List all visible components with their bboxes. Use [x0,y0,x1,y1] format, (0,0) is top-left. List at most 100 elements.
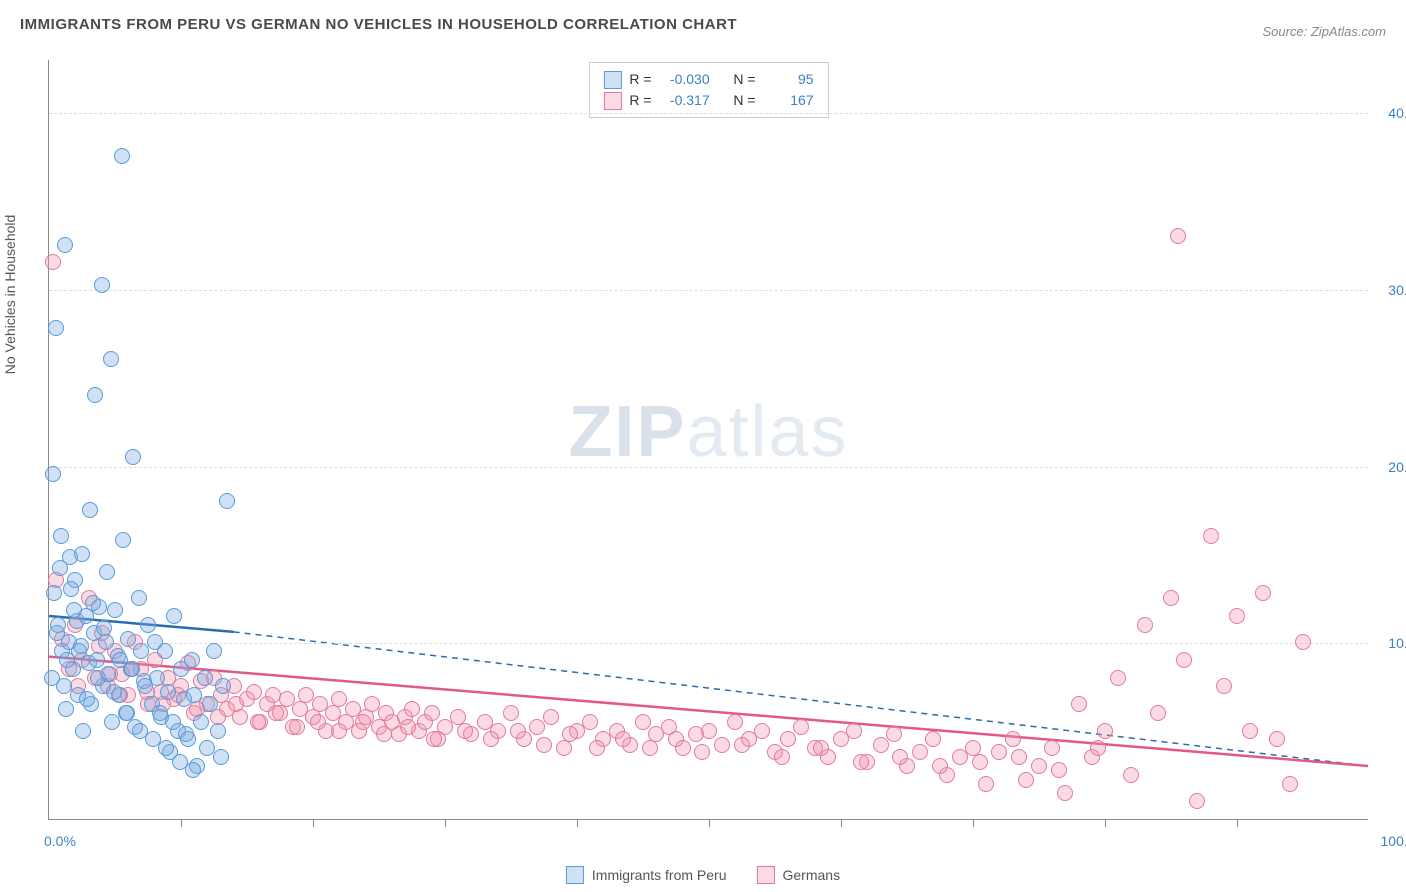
peru-point [193,714,209,730]
x-tick [577,819,578,827]
german-point [1011,749,1027,765]
r-value: -0.317 [660,90,710,111]
peru-point [115,532,131,548]
german-point [846,723,862,739]
peru-point [85,595,101,611]
x-tick [445,819,446,827]
german-point [701,723,717,739]
grid-line [49,113,1368,114]
peru-point [89,652,105,668]
x-tick [709,819,710,827]
german-point [615,731,631,747]
peru-point [79,691,95,707]
german-point [780,731,796,747]
german-point [642,740,658,756]
peru-point [140,617,156,633]
german-point [1090,740,1106,756]
legend-item-peru: Immigrants from Peru [566,866,727,884]
peru-point [114,148,130,164]
x-tick [973,819,974,827]
german-point [813,740,829,756]
peru-point [165,714,181,730]
plot-area: ZIPatlas R =-0.030 N =95R =-0.317 N =167… [48,60,1368,820]
legend-label: Immigrants from Peru [592,867,727,883]
peru-point [48,320,64,336]
peru-point [53,528,69,544]
y-tick-label: 30.0% [1388,282,1406,298]
peru-point [120,631,136,647]
german-point [289,719,305,735]
german-point [376,726,392,742]
german-point [268,705,284,721]
german-point [355,714,371,730]
n-label: N = [733,90,755,111]
peru-point [46,585,62,601]
german-point [978,776,994,792]
x-tick [1105,819,1106,827]
peru-point [87,387,103,403]
grid-line [49,467,1368,468]
x-tick [841,819,842,827]
german-point [714,737,730,753]
peru-point [74,546,90,562]
peru-point [197,670,213,686]
german-point [310,714,326,730]
german-point [543,709,559,725]
german-point [457,723,473,739]
peru-point [57,237,73,253]
legend-item-german: Germans [757,866,841,884]
n-value: 95 [764,69,814,90]
peru-point [206,643,222,659]
peru-point [119,705,135,721]
peru-point [125,449,141,465]
german-point [246,684,262,700]
german-point [1176,652,1192,668]
german-point [793,719,809,735]
stats-legend: R =-0.030 N =95R =-0.317 N =167 [588,62,828,118]
german-point [886,726,902,742]
german-point [426,731,442,747]
grid-line [49,290,1368,291]
legend-swatch [566,866,584,884]
peru-point [210,723,226,739]
peru-point [66,602,82,618]
peru-point [45,466,61,482]
peru-point [82,502,98,518]
german-point [1005,731,1021,747]
german-point [754,723,770,739]
peru-point [131,590,147,606]
x-tick [313,819,314,827]
peru-point [106,684,122,700]
german-point [734,737,750,753]
german-point [1170,228,1186,244]
german-point [1189,793,1205,809]
german-point [925,731,941,747]
german-point [1123,767,1139,783]
peru-point [186,687,202,703]
peru-point [75,723,91,739]
german-point [1057,785,1073,801]
german-point [727,714,743,730]
legend-swatch [603,71,621,89]
german-point [635,714,651,730]
y-axis-title: No Vehicles in Household [2,215,18,375]
peru-point [99,564,115,580]
german-point [991,744,1007,760]
german-point [1229,608,1245,624]
german-point [400,719,416,735]
german-point [529,719,545,735]
x-tick [1237,819,1238,827]
german-point [503,705,519,721]
peru-point [219,493,235,509]
legend-swatch [603,92,621,110]
peru-point [56,678,72,694]
peru-point [178,726,194,742]
stats-row-peru: R =-0.030 N =95 [603,69,813,90]
peru-point [213,749,229,765]
german-point [1269,731,1285,747]
german-point [774,749,790,765]
legend-swatch [757,866,775,884]
german-point [1203,528,1219,544]
x-tick [181,819,182,827]
peru-point [202,696,218,712]
